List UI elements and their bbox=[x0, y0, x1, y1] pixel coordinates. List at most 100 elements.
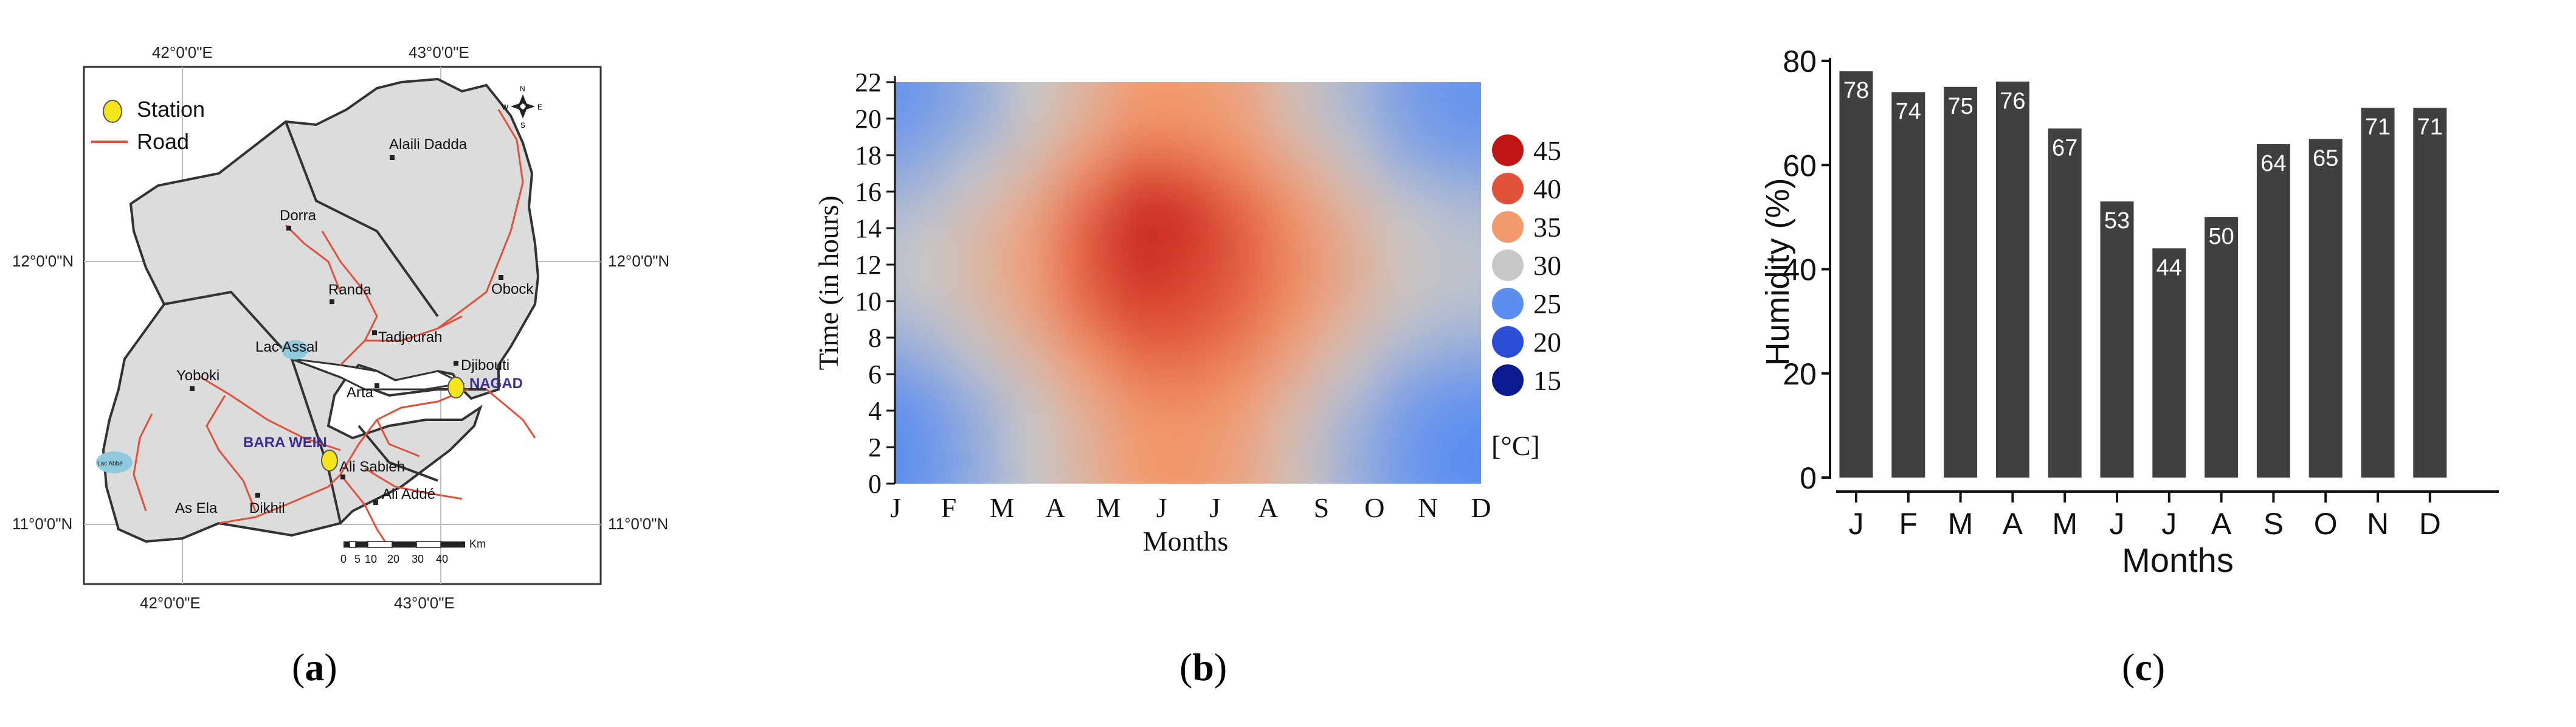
x-tick-label: O bbox=[1364, 492, 1384, 523]
place-label: Obock bbox=[491, 281, 534, 297]
scale-tick-label: 20 bbox=[387, 553, 399, 565]
x-tick-label: A bbox=[2211, 507, 2232, 541]
y-axis-ticks: 0 2 4 6 8 10 12 14 16 18 20 22 bbox=[855, 68, 896, 499]
bar bbox=[2100, 201, 2134, 478]
place-label: Dorra bbox=[280, 207, 317, 224]
x-tick-label: M bbox=[1948, 507, 1973, 541]
y-tick-label: 40 bbox=[1783, 253, 1817, 287]
coord-label-top: 42°0'0"E bbox=[152, 43, 213, 61]
x-tick-label: F bbox=[941, 492, 957, 523]
legend-swatch bbox=[1492, 249, 1524, 281]
bar bbox=[2205, 217, 2239, 478]
place-label: Arta bbox=[347, 384, 374, 401]
place-label: Alaili Dadda bbox=[389, 136, 468, 153]
y-tick-label: 0 bbox=[1800, 461, 1817, 495]
x-tick-label: M bbox=[2052, 507, 2077, 541]
x-tick-label: J bbox=[2110, 507, 2125, 541]
bar bbox=[2152, 248, 2186, 478]
place-label: Djibouti bbox=[461, 357, 509, 374]
caption-letter: b bbox=[1192, 645, 1214, 689]
x-tick-label: A bbox=[2003, 507, 2023, 541]
legend-label: 25 bbox=[1533, 288, 1561, 319]
station-label: NAGAD bbox=[469, 375, 523, 392]
bar-value-label: 75 bbox=[1947, 94, 1973, 119]
place-label: Lac Abbé bbox=[97, 461, 123, 467]
legend-swatch bbox=[1492, 211, 1524, 243]
x-tick-label: J bbox=[890, 492, 901, 523]
legend-label: 15 bbox=[1533, 365, 1561, 396]
bar bbox=[1944, 86, 1978, 478]
x-tick-label: D bbox=[2419, 507, 2441, 541]
legend-label: 45 bbox=[1533, 135, 1561, 166]
y-tick-label: 12 bbox=[855, 250, 882, 280]
legend-title: [°C] bbox=[1491, 430, 1540, 461]
bar bbox=[1839, 71, 1873, 478]
caption-b: (b) bbox=[1179, 645, 1228, 689]
coord-label-top: 43°0'0"E bbox=[409, 43, 469, 61]
bar-value-label: 64 bbox=[2260, 151, 2286, 176]
y-tick-label: 14 bbox=[855, 214, 882, 243]
x-tick-label: S bbox=[2263, 507, 2284, 541]
x-tick-label: A bbox=[1258, 492, 1278, 523]
legend-swatch bbox=[1492, 134, 1524, 166]
caption-a: (a) bbox=[292, 645, 337, 689]
x-tick-label: J bbox=[2161, 507, 2177, 541]
station-marker-bara-wein bbox=[321, 450, 338, 471]
bar-value-labels: 78 74 75 76 67 53 44 50 64 65 71 71 bbox=[1843, 78, 2443, 280]
place-label: As Ela bbox=[175, 500, 218, 517]
bar-value-label: 78 bbox=[1843, 78, 1869, 103]
x-tick-label: S bbox=[1314, 492, 1330, 523]
x-tick-label: D bbox=[1471, 492, 1491, 523]
y-tick-label: 20 bbox=[1783, 357, 1817, 391]
x-tick-label: M bbox=[1096, 492, 1121, 523]
bar-value-label: 44 bbox=[2156, 255, 2182, 280]
heatmap-cells bbox=[896, 82, 1481, 484]
map-panel: Alaili Dadda Dorra Randa Obock Tadjourah… bbox=[0, 0, 790, 724]
place-label: Ali Sabieh bbox=[339, 459, 405, 475]
bar-value-label: 76 bbox=[2000, 88, 2025, 114]
coord-label-bottom: 42°0'0"E bbox=[140, 594, 201, 612]
gulf-of-tadjourah bbox=[291, 358, 465, 391]
bar-value-label: 50 bbox=[2208, 224, 2234, 249]
legend-station-label: Station bbox=[137, 97, 205, 122]
y-tick-label: 80 bbox=[1783, 44, 1817, 78]
coord-label-right: 12°0'0"N bbox=[608, 252, 669, 270]
y-tick-label: 60 bbox=[1783, 148, 1817, 183]
bar bbox=[1891, 92, 1925, 478]
scale-unit-label: Km bbox=[469, 538, 486, 550]
bar bbox=[2048, 128, 2082, 478]
place-label: Randa bbox=[328, 282, 371, 298]
east-label: E bbox=[537, 103, 542, 111]
djibouti-map: Alaili Dadda Dorra Randa Obock Tadjourah… bbox=[12, 43, 669, 612]
legend-label: 20 bbox=[1533, 327, 1561, 358]
lac-abbe-lake bbox=[96, 451, 133, 473]
scale-bar: 0 5 10 20 30 40 Km bbox=[340, 538, 486, 565]
place-label: Ali Addé bbox=[382, 486, 435, 503]
x-axis-label: Months bbox=[1143, 526, 1229, 557]
y-tick-label: 4 bbox=[868, 396, 882, 426]
legend-swatch bbox=[1492, 173, 1524, 204]
legend-label: 35 bbox=[1533, 212, 1561, 243]
station-label: BARA WEIN bbox=[243, 434, 327, 451]
caption-letter: a bbox=[305, 645, 325, 689]
legend-road-label: Road bbox=[137, 129, 189, 154]
station-legend-icon bbox=[103, 100, 122, 123]
country-outline bbox=[102, 77, 540, 543]
y-tick-label: 22 bbox=[855, 68, 882, 97]
north-label: N bbox=[520, 85, 525, 93]
x-tick-label: J bbox=[1156, 492, 1167, 523]
scale-tick-label: 5 bbox=[354, 553, 361, 565]
bar bbox=[2413, 108, 2447, 478]
coord-label-left: 12°0'0"N bbox=[12, 252, 74, 270]
y-tick-label: 0 bbox=[868, 469, 882, 499]
legend-swatch bbox=[1492, 326, 1524, 358]
scale-tick-label: 40 bbox=[436, 553, 448, 565]
bar bbox=[2256, 144, 2290, 478]
x-tick-label: J bbox=[1849, 507, 1864, 541]
bar-value-label: 74 bbox=[1896, 99, 1921, 124]
heatmap-legend: 45 40 35 30 25 20 15 bbox=[1492, 134, 1561, 396]
